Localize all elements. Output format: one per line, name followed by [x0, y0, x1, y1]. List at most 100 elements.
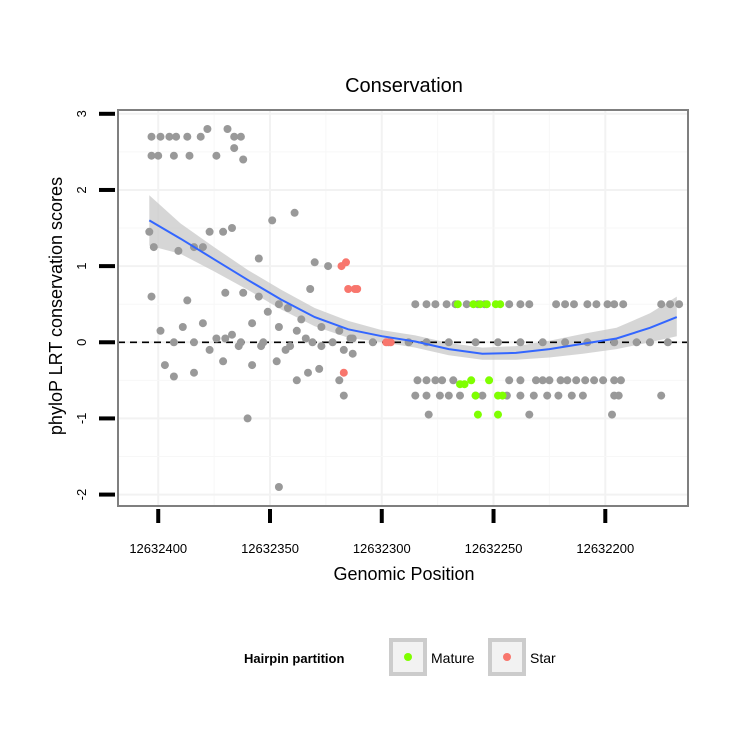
data-point-other — [525, 300, 534, 309]
data-point-other — [646, 338, 654, 347]
data-point-other — [165, 132, 174, 141]
data-point-other — [248, 361, 257, 370]
data-point-other — [545, 376, 554, 385]
data-point-star — [386, 338, 395, 347]
data-point-other — [203, 125, 212, 133]
data-point-mature — [485, 376, 494, 385]
data-point-other — [292, 326, 301, 335]
data-point-star — [344, 285, 353, 293]
x-axis-label: Genomic Position — [333, 564, 474, 584]
data-point-other — [505, 300, 514, 309]
data-point-other — [154, 151, 163, 160]
data-point-other — [348, 349, 357, 358]
data-point-other — [190, 338, 198, 347]
data-point-other — [431, 300, 440, 309]
data-point-other — [315, 364, 324, 373]
data-point-other — [239, 288, 248, 297]
data-point-other — [228, 224, 236, 232]
data-point-other — [444, 338, 453, 347]
data-point-other — [614, 391, 623, 400]
plot-border — [117, 109, 689, 507]
data-point-mature — [496, 300, 505, 309]
y-tick-label: 1 — [74, 262, 89, 269]
data-point-other — [581, 376, 590, 385]
data-point-other — [317, 323, 326, 331]
data-point-mature — [498, 391, 507, 400]
data-point-other — [449, 376, 458, 385]
data-point-other — [205, 345, 214, 354]
y-tick-label: 0 — [74, 339, 89, 346]
data-point-other — [616, 376, 625, 385]
x-tick-label: 12632350 — [241, 541, 299, 556]
data-points — [145, 125, 684, 491]
data-point-mature — [467, 376, 476, 385]
data-point-other — [174, 246, 183, 255]
data-point-other — [310, 258, 319, 267]
data-point-mature — [469, 300, 478, 309]
data-point-other — [570, 300, 578, 309]
data-point-other — [274, 323, 283, 331]
data-point-other — [422, 376, 431, 385]
data-point-other — [169, 338, 178, 347]
legend: Hairpin partition Mature Star — [244, 638, 556, 676]
data-point-other — [413, 376, 422, 385]
data-point-other — [478, 391, 487, 400]
data-point-other — [196, 132, 205, 141]
legend-dot-star — [503, 653, 511, 661]
plot-panel — [118, 110, 688, 506]
data-point-other — [339, 391, 348, 400]
x-axis: 12632400 12632350 12632300 12632250 12632200 — [129, 509, 634, 556]
data-point-other — [317, 342, 326, 351]
y-axis: -2 -1 0 1 2 3 — [74, 110, 115, 500]
data-point-other — [444, 391, 453, 400]
legend-label-mature: Mature — [431, 650, 475, 666]
data-point-other — [411, 300, 420, 309]
legend-label-star: Star — [530, 650, 556, 666]
data-point-other — [234, 342, 243, 351]
data-point-other — [567, 391, 576, 400]
data-point-other — [657, 300, 666, 309]
data-point-other — [243, 414, 252, 423]
data-point-other — [219, 227, 228, 236]
data-point-other — [578, 391, 587, 400]
data-point-other — [525, 410, 534, 419]
data-point-other — [431, 376, 440, 385]
data-point-mature — [460, 380, 469, 389]
data-point-other — [274, 483, 283, 491]
data-point-other — [610, 300, 619, 309]
data-point-star — [353, 285, 362, 293]
data-point-mature — [471, 391, 480, 400]
data-point-other — [254, 254, 263, 263]
y-tick-label: 2 — [74, 186, 89, 193]
data-point-other — [274, 300, 283, 309]
smooth-curve — [148, 219, 678, 355]
data-point-other — [257, 342, 266, 351]
data-point-other — [599, 376, 608, 385]
data-point-other — [438, 376, 447, 385]
data-point-other — [675, 300, 684, 309]
data-point-other — [205, 227, 214, 236]
data-point-other — [304, 368, 312, 377]
data-point-other — [516, 338, 525, 347]
data-point-other — [183, 296, 192, 305]
y-tick-label: 3 — [74, 110, 89, 117]
data-point-other — [657, 391, 666, 400]
data-point-other — [283, 304, 292, 312]
data-point-other — [221, 288, 230, 297]
data-point-other — [198, 243, 207, 252]
data-point-other — [239, 155, 248, 164]
data-point-other — [435, 391, 444, 400]
data-point-other — [610, 376, 619, 385]
data-point-other — [442, 300, 451, 309]
data-point-star — [339, 368, 348, 377]
data-point-other — [368, 338, 377, 347]
data-point-other — [335, 376, 344, 385]
data-point-other — [583, 300, 592, 309]
data-point-mature — [453, 300, 462, 309]
legend-title: Hairpin partition — [244, 651, 344, 666]
data-point-other — [263, 307, 272, 316]
data-point-other — [147, 292, 156, 301]
y-tick-label: -2 — [74, 489, 89, 501]
data-point-mature — [476, 300, 485, 309]
